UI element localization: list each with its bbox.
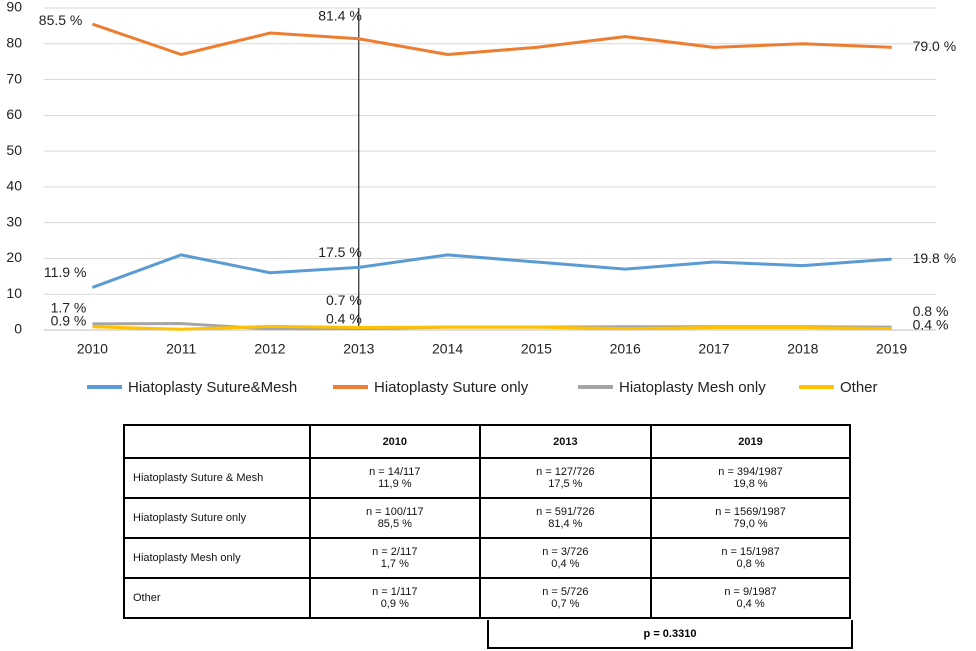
cell-line: n = 3/726	[542, 546, 589, 558]
y-tick-label: 70	[6, 70, 22, 86]
header-cell: 2013	[478, 424, 653, 459]
data-label: 17.5 %	[318, 244, 362, 260]
cell-line: n = 1/117	[372, 586, 418, 598]
x-tick-label: 2013	[343, 341, 374, 357]
cell-line: 85,5 %	[377, 518, 412, 530]
cell-line: n = 1569/1987	[715, 506, 786, 518]
table-row: Hiatoplasty Suture only n = 100/117 85,5 %…	[123, 497, 851, 539]
header-cell: 2010	[309, 424, 481, 459]
cell-line: 11,9 %	[378, 478, 412, 490]
cell-line: 0,4 %	[551, 558, 580, 570]
x-tick-label: 2015	[521, 341, 552, 357]
cell-line: 81,4 %	[548, 518, 583, 530]
data-label: 0.8 %	[913, 303, 949, 319]
x-tick-label: 2017	[698, 341, 729, 357]
x-tick-label: 2011	[166, 341, 196, 357]
y-tick-label: 10	[6, 285, 22, 301]
cell-line: 79,0 %	[733, 518, 768, 530]
table-cell: n = 14/117 11,9 %	[309, 457, 481, 499]
legend-label: Hiatoplasty Suture&Mesh	[128, 379, 297, 396]
cell-line: n = 591/726	[536, 506, 595, 518]
table-cell: n = 127/726 17,5 %	[478, 457, 653, 499]
table-cell: n = 100/117 85,5 %	[309, 497, 481, 539]
cell-line: n = 127/726	[536, 466, 595, 478]
data-label: 19.8 %	[913, 250, 957, 266]
row-label: Hiatoplasty Mesh only	[123, 537, 311, 579]
legend-label: Hiatoplasty Mesh only	[619, 379, 766, 396]
y-tick-label: 80	[6, 34, 22, 50]
x-tick-label: 2019	[876, 341, 907, 357]
data-label: 0.4 %	[326, 310, 362, 326]
table-cell: n = 3/726 0,4 %	[478, 537, 653, 579]
table-cell: n = 591/726 81,4 %	[478, 497, 653, 539]
table-row: Hiatoplasty Suture & Mesh n = 14/117 11,9 …	[123, 457, 851, 499]
table-row: Hiatoplasty Mesh only n = 2/117 1,7 % n = 3…	[123, 537, 851, 579]
table-cell: n = 2/117 1,7 %	[309, 537, 481, 579]
series-line	[91, 22, 892, 57]
row-label: Hiatoplasty Suture & Mesh	[123, 457, 311, 499]
cell-line: n = 100/117	[366, 506, 424, 518]
row-label: Hiatoplasty Suture only	[123, 497, 311, 539]
cell-line: n = 15/1987	[721, 546, 780, 558]
table-cell: n = 15/1987 0,8 %	[650, 537, 851, 579]
table-cell: n = 1569/1987 79,0 %	[650, 497, 851, 539]
cell-line: n = 2/117	[372, 546, 418, 558]
data-label: 0.4 %	[913, 316, 949, 332]
table-cell: n = 5/726 0,7 %	[478, 577, 653, 619]
cell-line: 0,4 %	[736, 598, 765, 610]
legend-label: Other	[840, 379, 878, 396]
y-tick-label: 0	[14, 321, 22, 337]
cell-line: n = 5/726	[542, 586, 589, 598]
data-label: 79.0 %	[913, 38, 957, 54]
header-cell: 2019	[650, 424, 851, 459]
legend-label: Hiatoplasty Suture only	[374, 379, 529, 396]
cell-line: 1,7 %	[380, 558, 409, 570]
y-tick-label: 60	[6, 106, 22, 122]
corner-cell	[123, 424, 311, 459]
cell-line: 19,8 %	[733, 478, 768, 490]
cell-line: 0,8 %	[736, 558, 765, 570]
y-tick-label: 30	[6, 213, 22, 229]
data-label: 1.7 %	[51, 300, 87, 316]
p-value: p = 0.3310	[487, 620, 853, 649]
chart: 0 10 20 30 40 50 60 70 80 90 2010 2011 2012 2013 2014 2…	[6, 0, 957, 396]
table-cell: n = 1/117 0,9 %	[309, 577, 481, 619]
data-table: 2010 2013 2019 Hiatoplasty Suture & Mesh n …	[123, 424, 851, 619]
data-label: 11.9 %	[44, 264, 87, 280]
y-tick-label: 20	[6, 249, 22, 265]
table-cell: n = 9/1987 0,4 %	[650, 577, 851, 619]
data-label: 85.5 %	[39, 12, 83, 28]
cell-line: 17,5 %	[548, 478, 583, 490]
data-label: 81.4 %	[318, 7, 362, 23]
series-line	[91, 253, 892, 289]
x-tick-label: 2010	[77, 341, 108, 357]
x-tick-label: 2014	[432, 341, 463, 357]
x-tick-label: 2016	[610, 341, 641, 357]
row-label: Other	[123, 577, 311, 619]
series-line	[92, 324, 892, 331]
x-tick-label: 2018	[787, 341, 818, 357]
cell-line: 0,7 %	[551, 598, 580, 610]
cell-line: n = 9/1987	[724, 586, 777, 598]
cell-line: n = 394/1987	[718, 466, 783, 478]
cell-line: n = 14/117	[369, 466, 421, 478]
x-tick-label: 2012	[254, 341, 285, 357]
table-cell: n = 394/1987 19,8 %	[650, 457, 851, 499]
cell-line: 0,9 %	[380, 598, 409, 610]
y-tick-label: 90	[6, 0, 22, 15]
data-label: 0.9 %	[51, 312, 87, 328]
y-tick-label: 50	[6, 142, 22, 158]
table-row: Other n = 1/117 0,9 % n = 5/726 0,7 % n = 9/1…	[123, 577, 851, 619]
y-tick-label: 40	[6, 178, 22, 194]
data-label: 0.7 %	[326, 292, 362, 308]
